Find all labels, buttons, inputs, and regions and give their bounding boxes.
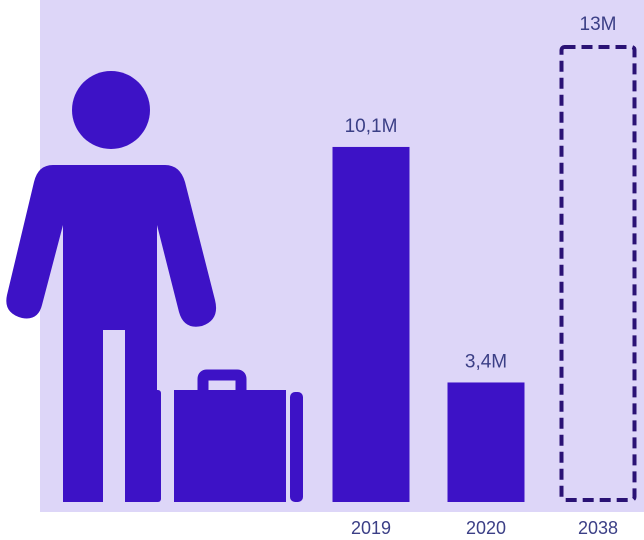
tick-label-2038: 2038	[578, 518, 618, 538]
value-label-2019: 10,1M	[345, 116, 398, 137]
bar-2020	[447, 382, 525, 502]
person-icon	[6, 71, 217, 502]
value-label-2020: 3,4M	[465, 351, 507, 372]
bar-2019	[332, 146, 410, 502]
tick-label-2020: 2020	[466, 518, 506, 538]
suitcase-icon	[151, 369, 303, 502]
tick-label-2019: 2019	[351, 518, 391, 538]
bar-2038	[559, 45, 637, 502]
value-label-2038: 13M	[580, 14, 617, 35]
